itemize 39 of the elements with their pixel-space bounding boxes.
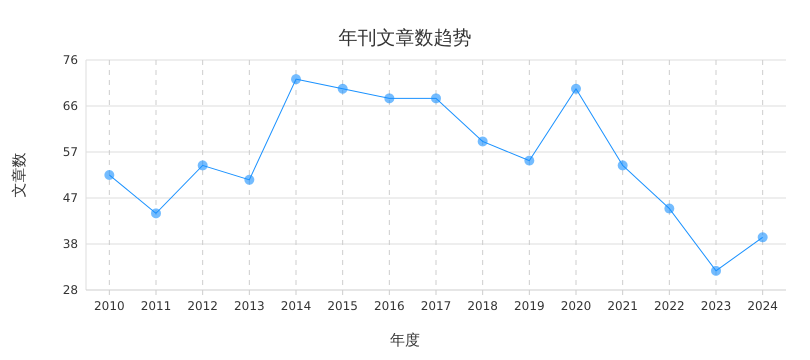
x-tick-label: 2023 — [700, 299, 732, 313]
x-tick-label: 2024 — [747, 299, 778, 313]
y-tick-label: 28 — [62, 283, 78, 298]
x-tick-label: 2013 — [234, 299, 265, 313]
x-tick-label: 2021 — [607, 299, 638, 313]
y-axis-title: 文章数 — [10, 152, 28, 198]
y-tick-label: 47 — [62, 191, 78, 206]
point — [711, 266, 721, 276]
y-tick-label: 57 — [62, 145, 78, 160]
point — [384, 93, 394, 104]
x-tick-label: 2010 — [94, 299, 125, 313]
point — [571, 84, 581, 94]
point — [151, 208, 161, 218]
point — [431, 93, 441, 104]
point — [198, 160, 208, 170]
point — [478, 136, 488, 146]
x-tick-label: 2016 — [374, 299, 405, 313]
x-tick-label: 2012 — [187, 299, 218, 313]
point — [244, 174, 254, 185]
point — [291, 74, 301, 84]
x-tick-label: 2018 — [467, 299, 498, 313]
x-tick-label: 2014 — [280, 299, 312, 313]
point — [618, 160, 628, 170]
x-tick-label: 2011 — [140, 299, 172, 313]
x-tick-label: 2022 — [654, 299, 685, 313]
chart-title: 年刊文章数趋势 — [338, 27, 472, 49]
point — [104, 170, 114, 180]
point — [758, 232, 768, 242]
x-tick-label: 2015 — [327, 299, 358, 313]
y-tick-label: 76 — [62, 53, 78, 68]
x-tick-label: 2020 — [560, 299, 592, 313]
x-axis-title: 年度 — [390, 331, 420, 349]
x-tick-label: 2017 — [420, 299, 452, 313]
point — [664, 204, 674, 214]
point — [338, 84, 348, 94]
y-tick-label: 38 — [62, 237, 78, 252]
x-tick-label: 2019 — [514, 299, 545, 313]
y-tick-label: 66 — [62, 99, 78, 114]
point — [524, 156, 534, 166]
